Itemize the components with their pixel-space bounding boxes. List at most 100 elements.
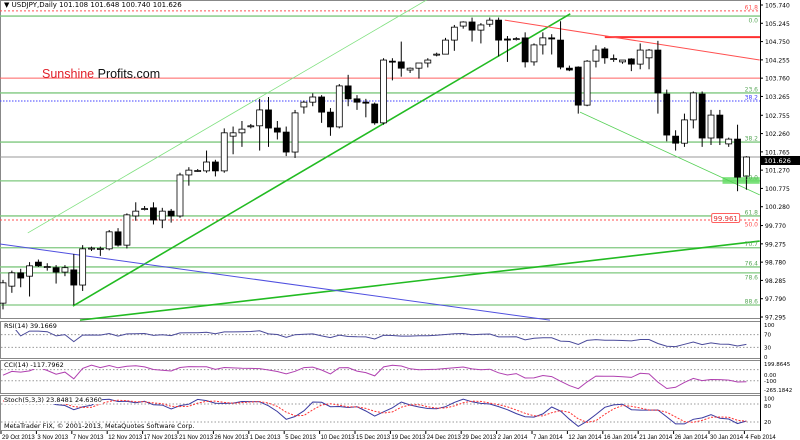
candle — [158, 207, 166, 229]
candle — [743, 156, 750, 190]
candle — [716, 109, 724, 146]
candle-body-bullish — [486, 19, 494, 25]
candle-body-bearish — [344, 85, 352, 100]
candle-body-bullish — [610, 58, 618, 60]
cci-axis-label: -100 — [764, 379, 777, 385]
current-price-box — [761, 155, 800, 165]
fib-label: 38.2 — [745, 136, 759, 143]
fib-label: 50.0 — [745, 174, 759, 181]
stoch-main-line — [2, 398, 747, 428]
candle — [229, 126, 237, 155]
date-label: 21 Jan 2014 — [639, 435, 673, 440]
candle-body-bullish — [123, 214, 131, 246]
candle-body-bearish — [574, 66, 582, 106]
candle — [707, 109, 715, 146]
price-tick-label: 100.280 — [765, 204, 790, 211]
candle — [557, 21, 564, 70]
fib-label: 38.2 — [745, 95, 759, 102]
trendline-rising-support-thick — [72, 13, 571, 307]
candle-body-bullish — [79, 248, 87, 286]
date-label: 7 Jan 2014 — [533, 435, 563, 440]
candle — [318, 95, 326, 123]
dropdown-arrow-icon[interactable]: ▼ — [4, 1, 10, 9]
candle — [424, 58, 432, 68]
trendline-declining-blue — [0, 243, 550, 321]
candle-body-bullish — [8, 272, 16, 287]
candle-body-bullish — [442, 39, 449, 55]
candle — [574, 66, 582, 114]
candle-body-bullish — [380, 59, 387, 124]
price-tick-label: 97.295 — [765, 315, 786, 322]
candle-body-bearish — [318, 96, 326, 113]
candle-body-bullish — [583, 60, 591, 106]
candle-body-bearish — [114, 231, 122, 246]
candle-body-bullish — [96, 248, 104, 250]
candle-body-bearish — [627, 58, 635, 65]
candle — [327, 108, 334, 136]
candle-body-bullish — [459, 21, 467, 27]
chart-header: ▼ USDJPY,Daily 101.108 101.648 100.740 1… — [4, 1, 182, 9]
candle-body-bullish — [512, 38, 520, 41]
rsi-line — [11, 324, 747, 348]
candle — [362, 98, 370, 118]
candle — [185, 167, 193, 186]
date-label: 16 Jan 2014 — [604, 435, 638, 440]
candle-body-bearish — [672, 135, 679, 144]
candle-body-bullish — [707, 114, 715, 139]
candle — [415, 62, 423, 79]
candle — [167, 208, 175, 223]
candle — [388, 58, 396, 81]
sunshine-profits-logo: Sunshine Profits.com — [42, 67, 160, 81]
candle — [539, 32, 547, 55]
candle — [654, 40, 662, 114]
candle — [477, 23, 485, 44]
fib-label: 50.0 — [745, 222, 759, 229]
candle — [601, 47, 609, 64]
stoch-axis-label: 100 — [764, 397, 775, 403]
logo-part2: Profits.com — [97, 67, 161, 81]
candle — [495, 17, 503, 57]
candle-body-bullish — [229, 132, 237, 137]
candle-body-bearish — [601, 48, 609, 59]
candle-body-bearish — [327, 111, 334, 128]
candle — [592, 45, 600, 68]
candle — [70, 254, 78, 305]
candle — [52, 265, 60, 284]
price-tick-label: 103.760 — [765, 76, 790, 83]
candle-body-bullish — [88, 247, 95, 250]
candle — [150, 202, 157, 225]
candle — [247, 123, 255, 129]
candle-body-bullish — [61, 267, 69, 273]
price-tick-label: 98.285 — [765, 278, 786, 285]
candle — [353, 95, 361, 110]
candle-body-bullish — [681, 119, 688, 144]
stoch-axis-label: 20 — [764, 420, 771, 426]
date-label: 21 Nov 2013 — [179, 435, 214, 440]
candle-body-bearish — [397, 61, 405, 69]
candle — [300, 100, 308, 114]
candle — [0, 279, 7, 310]
candle-body-bearish — [265, 109, 272, 129]
rsi-axis-label: 70 — [764, 333, 771, 339]
candle-body-bearish — [273, 127, 281, 133]
trendline-rising-channel-thin — [27, 0, 428, 234]
candle-body-bullish — [539, 37, 547, 46]
candle — [380, 58, 387, 125]
date-label: 29 Oct 2013 — [2, 435, 35, 440]
candle-body-bearish — [548, 37, 556, 40]
candle — [698, 91, 706, 147]
price-tick-label: 105.245 — [765, 21, 790, 28]
candle — [61, 265, 69, 277]
stoch-axis-label: 80 — [764, 404, 771, 410]
candle — [397, 41, 405, 77]
candle-body-bearish — [353, 98, 361, 103]
candle — [132, 202, 140, 221]
candle — [203, 150, 210, 173]
candle — [548, 34, 556, 55]
rsi-label: RSI(14) 39.1669 — [4, 322, 57, 330]
candle — [627, 58, 635, 72]
candle-body-bearish — [698, 93, 706, 139]
price-tick-label: 100.775 — [765, 186, 790, 193]
candle-body-bearish — [663, 93, 671, 136]
